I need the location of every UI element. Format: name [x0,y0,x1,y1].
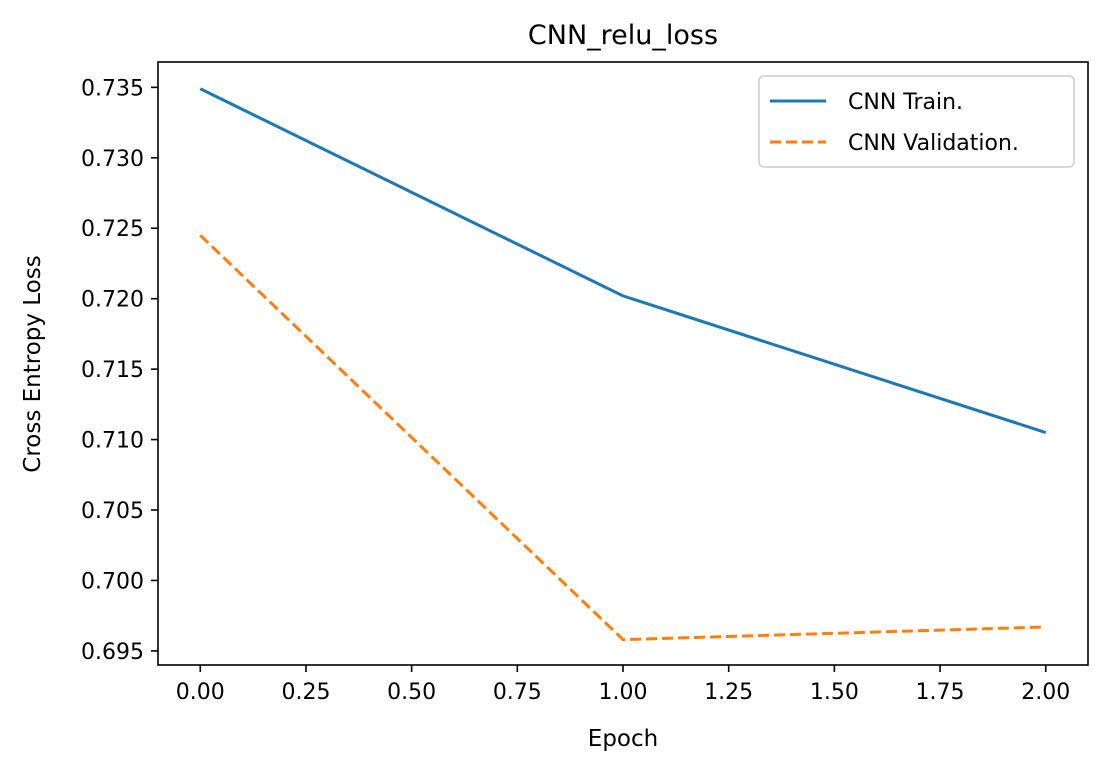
series-layer [199,87,1047,642]
y-tick-label: 0.705 [81,499,144,524]
y-axis-title: Cross Entropy Loss [20,255,46,472]
x-tick-label: 0.75 [493,680,542,705]
x-tick-label: 2.00 [1021,680,1070,705]
y-tick-label: 0.725 [81,217,144,242]
x-axis-title: Epoch [588,726,658,752]
x-axis-ticks: 0.00 0.25 0.50 0.75 1.00 1.25 1.50 1.75 2.00 [176,665,1070,705]
y-tick-label: 0.695 [81,640,144,665]
y-tick-label: 0.710 [81,429,144,454]
plot-area-frame [157,61,1089,666]
y-tick-label: 0.735 [81,76,144,101]
x-tick-label: 1.25 [704,680,753,705]
x-tick-label: 1.75 [916,680,965,705]
legend-label-train: CNN Train. [848,90,963,115]
x-tick-label: 0.25 [281,680,330,705]
x-tick-label: 0.50 [387,680,436,705]
x-tick-label: 1.50 [810,680,859,705]
y-tick-label: 0.720 [81,288,144,313]
y-axis-ticks: 0.695 0.700 0.705 0.710 0.715 0.720 0.725 0.730… [81,76,158,665]
y-tick-label: 0.700 [81,569,144,594]
legend: CNN Train. CNN Validation. [758,75,1075,168]
y-tick-label: 0.730 [81,147,144,172]
legend-box [758,75,1075,168]
x-tick-label: 0.00 [176,680,225,705]
y-tick-label: 0.715 [81,358,144,383]
series-line-validation [199,234,1046,642]
x-tick-label: 1.00 [599,680,648,705]
series-line-train [199,87,1047,434]
chart-title: CNN_relu_loss [528,20,718,51]
legend-label-validation: CNN Validation. [848,131,1019,156]
